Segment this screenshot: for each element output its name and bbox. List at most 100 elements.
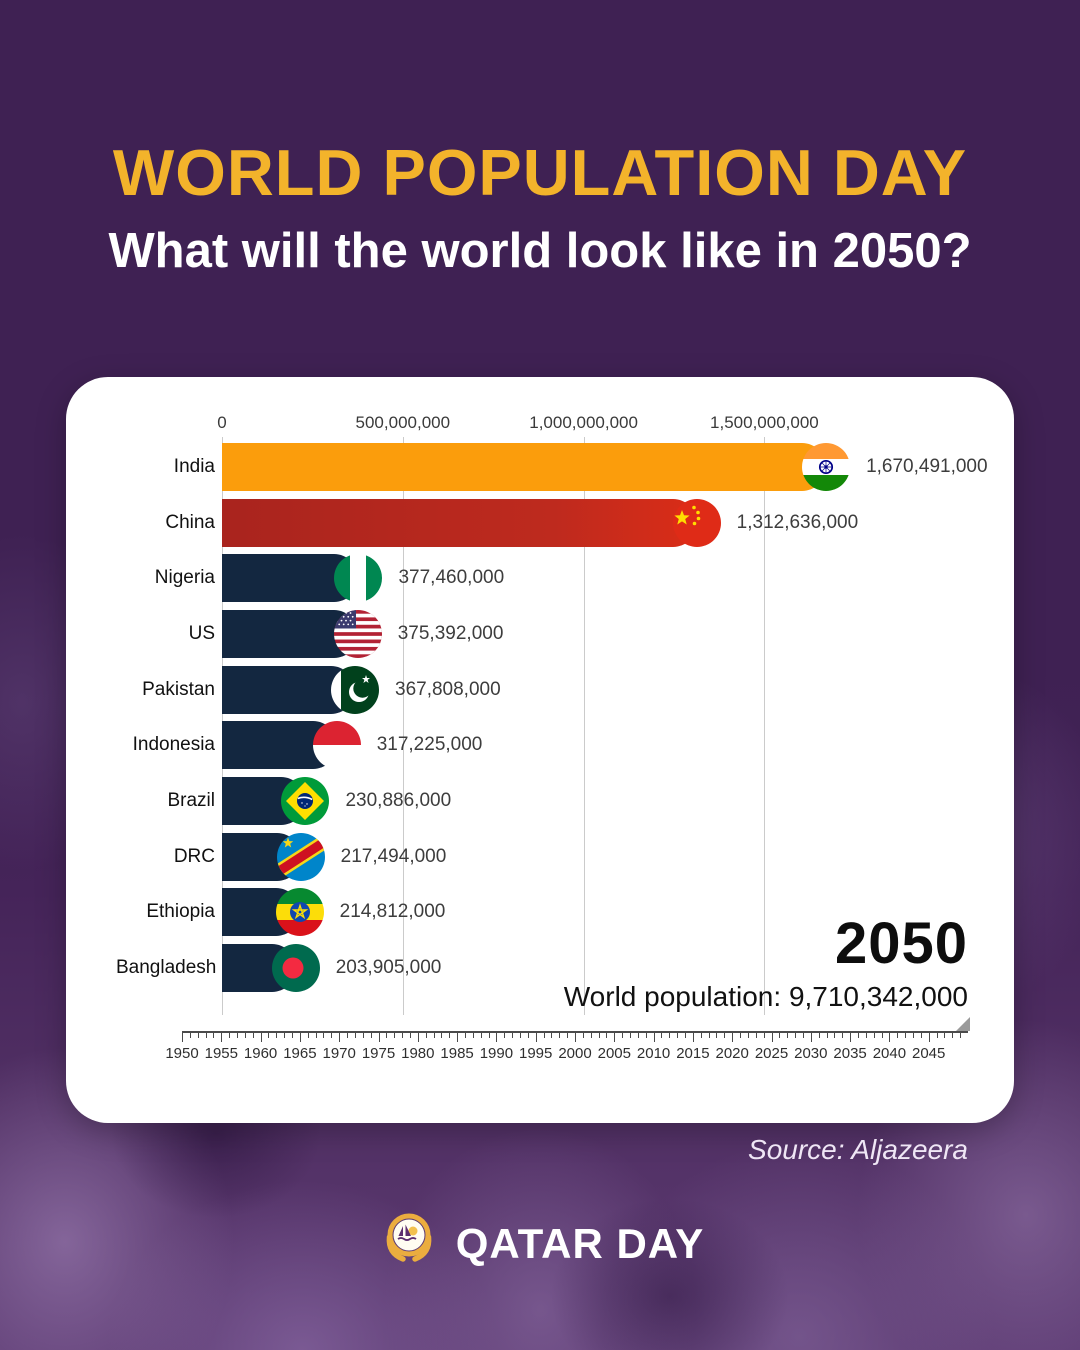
x-axis-tick-label: 1,500,000,000 xyxy=(710,413,819,432)
timeline-tick xyxy=(787,1033,789,1038)
timeline-tick xyxy=(307,1033,309,1038)
flag-ethiopia-icon xyxy=(275,888,324,937)
timeline-tick xyxy=(535,1033,537,1042)
timeline-tick xyxy=(795,1033,797,1038)
country-label: Brazil xyxy=(167,789,215,811)
chart-row: Pakistan 367,808,000 xyxy=(116,662,985,718)
timeline-tick xyxy=(936,1033,938,1038)
year-block: 2050 World population: 9,710,342,000 xyxy=(564,915,968,1013)
timeline-playhead-marker-icon xyxy=(956,1017,970,1031)
timeline-tick xyxy=(763,1033,765,1038)
timeline-tick xyxy=(708,1033,710,1038)
timeline-year-label: 2025 xyxy=(754,1045,789,1062)
timeline-labels: 1950 1955 1960 1965 1970 1975 1980 1985 1990 1995… xyxy=(165,1045,968,1063)
timeline-tick xyxy=(457,1033,459,1042)
timeline-tick xyxy=(802,1033,804,1038)
timeline-tick xyxy=(189,1033,191,1038)
timeline-tick xyxy=(669,1033,671,1038)
bar-value: 203,905,000 xyxy=(335,957,442,979)
timeline-tick xyxy=(622,1033,624,1038)
timeline-tick xyxy=(354,1033,356,1038)
timeline-line xyxy=(182,1031,968,1033)
bar-value: 1,670,491,000 xyxy=(866,455,988,477)
timeline-tick xyxy=(323,1033,325,1038)
timeline-tick xyxy=(873,1033,875,1038)
timeline-tick xyxy=(645,1033,647,1038)
timeline-tick xyxy=(284,1033,286,1038)
timeline-ticks xyxy=(182,1033,968,1043)
current-year: 2050 xyxy=(834,911,968,976)
bar xyxy=(222,498,697,547)
timeline-tick xyxy=(724,1033,726,1038)
timeline-tick xyxy=(425,1033,427,1038)
qatar-day-logo-icon xyxy=(376,1208,442,1279)
timeline-tick xyxy=(433,1033,435,1038)
bar-track: 1,670,491,000 xyxy=(222,442,988,491)
timeline-year-label: 2000 xyxy=(558,1045,592,1062)
timeline-year-label: 1975 xyxy=(361,1045,396,1062)
country-label: Nigeria xyxy=(154,567,215,589)
timeline-year-label: 2040 xyxy=(872,1045,907,1062)
timeline-year-label: 2015 xyxy=(676,1045,710,1062)
timeline-tick xyxy=(519,1033,521,1038)
timeline-tick xyxy=(881,1033,883,1038)
timeline-tick xyxy=(331,1033,333,1038)
timeline-tick xyxy=(661,1033,663,1038)
timeline-tick xyxy=(441,1033,443,1038)
timeline-tick xyxy=(221,1033,223,1042)
chart-row: India 1,670,491,000 xyxy=(116,439,988,495)
timeline-tick xyxy=(928,1033,930,1042)
timeline-year-label: 2030 xyxy=(794,1045,828,1062)
country-label: DRC xyxy=(173,845,215,867)
country-label: Pakistan xyxy=(142,678,215,700)
bar-value: 230,886,000 xyxy=(345,789,452,811)
timeline-tick xyxy=(512,1033,514,1038)
timeline-year-label: 1980 xyxy=(401,1045,435,1062)
gridline xyxy=(764,437,766,1015)
timeline-tick xyxy=(339,1033,341,1042)
timeline-year-label: 2005 xyxy=(597,1045,631,1062)
timeline-tick xyxy=(496,1033,498,1042)
timeline-tick xyxy=(205,1033,207,1038)
timeline-tick xyxy=(315,1033,317,1038)
source-credit: Source: Aljazeera xyxy=(748,1134,968,1165)
timeline-year-label: 2010 xyxy=(636,1045,671,1062)
timeline-tick xyxy=(692,1033,694,1042)
bar-track: 214,812,000 xyxy=(222,888,985,937)
timeline-tick xyxy=(213,1033,215,1038)
timeline-tick xyxy=(575,1033,576,1042)
timeline-tick xyxy=(771,1033,773,1042)
timeline-tick xyxy=(480,1033,482,1038)
timeline-tick xyxy=(755,1033,757,1038)
flag-drc-icon xyxy=(276,832,325,881)
bar-value: 377,460,000 xyxy=(398,567,505,589)
x-axis-tick-label: 1,000,000,000 xyxy=(529,413,638,432)
chart-row: DRC 217,494,000 xyxy=(116,829,985,885)
bar-track: 1,312,636,000 xyxy=(222,498,985,547)
brand-name: QATAR DAY xyxy=(455,1219,705,1267)
timeline-tick xyxy=(614,1033,616,1042)
timeline-tick xyxy=(740,1033,742,1038)
flag-us-icon xyxy=(333,609,382,658)
bar-value: 1,312,636,000 xyxy=(736,511,859,533)
bar-track: 377,460,000 xyxy=(222,554,985,603)
bar-value: 217,494,000 xyxy=(340,845,447,867)
timeline-tick xyxy=(889,1033,891,1042)
country-label: Indonesia xyxy=(132,734,215,756)
bar-value: 317,225,000 xyxy=(376,734,483,756)
bar-track: 317,225,000 xyxy=(222,721,985,770)
timeline-tick xyxy=(677,1033,679,1038)
x-axis-tick-label: 500,000,000 xyxy=(355,413,451,432)
x-axis-tick-label: 0 xyxy=(217,413,227,432)
bar xyxy=(222,442,827,491)
world-population-value: 9,710,342,000 xyxy=(788,981,968,1012)
timeline-tick xyxy=(229,1033,231,1038)
timeline-tick xyxy=(386,1033,388,1038)
timeline-tick xyxy=(409,1033,411,1038)
timeline-tick xyxy=(449,1033,451,1038)
bar-value: 214,812,000 xyxy=(339,901,446,923)
timeline-tick xyxy=(850,1033,852,1042)
chart-row: US 375,392,000 xyxy=(116,606,985,662)
brand-logo: QATAR DAY xyxy=(0,1208,1080,1279)
flag-china-icon xyxy=(672,498,721,547)
